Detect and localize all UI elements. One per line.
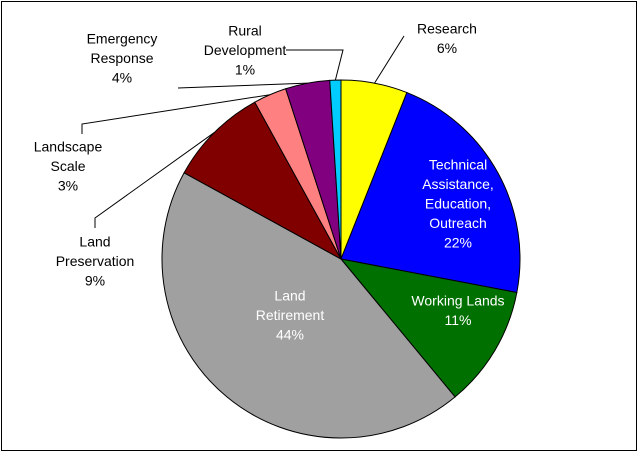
slice-label: Emergency (87, 31, 158, 47)
pie-slice (329, 79, 342, 260)
slice-label: Preservation (56, 253, 135, 269)
slice-label: Landscape (34, 139, 103, 155)
slice-label: Scale (50, 158, 85, 174)
slice-label: Working Lands (411, 293, 504, 309)
slice-label: Land (79, 234, 110, 250)
leader-line (81, 94, 270, 134)
value-label: 4% (112, 70, 132, 86)
slice-label: Development (204, 42, 287, 58)
value-label: 3% (58, 178, 78, 194)
leader-line (94, 132, 215, 228)
pie-slice (339, 258, 518, 398)
slice-label: Retirement (256, 307, 325, 323)
leader-line (177, 82, 308, 89)
slice-label: Research (417, 21, 477, 37)
value-label: 22% (444, 235, 472, 251)
slice-label: Response (90, 50, 153, 66)
value-label: 44% (276, 327, 304, 343)
value-label: 11% (445, 312, 472, 328)
value-label: 6% (437, 40, 457, 56)
value-label: 1% (235, 62, 255, 78)
slice-label: Land (274, 288, 305, 304)
slice-label: Education, (425, 196, 491, 212)
pie-slice (340, 91, 521, 294)
leader-line (374, 35, 405, 84)
value-label: 9% (85, 273, 105, 289)
slice-label: Rural (228, 23, 261, 39)
slice-label: Assistance, (422, 176, 494, 192)
leader-line (286, 49, 344, 81)
pie-slice (161, 172, 456, 439)
slice-label: Technical (429, 157, 487, 173)
slice-label: Outreach (429, 215, 487, 231)
